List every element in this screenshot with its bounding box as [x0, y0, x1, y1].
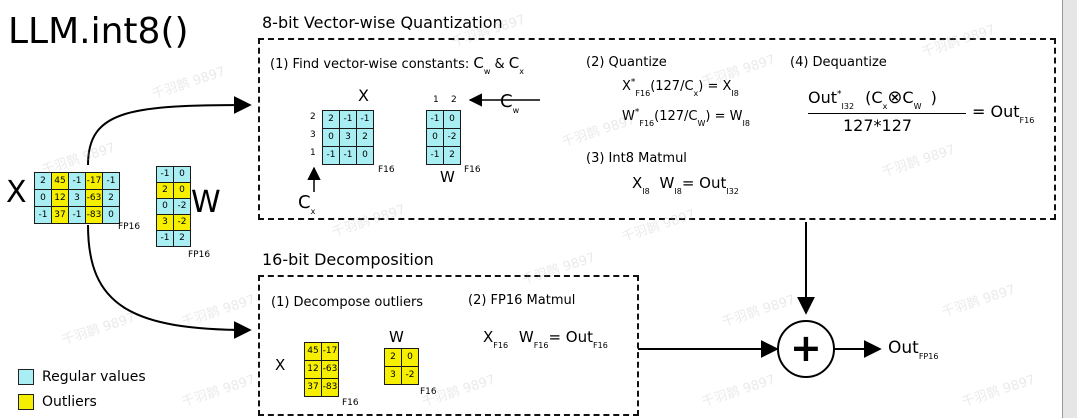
vw-x-cell: 2	[322, 110, 340, 129]
page-title: LLM.int8()	[8, 11, 189, 52]
input-w-cell: -2	[173, 198, 191, 215]
vw-cw-label: Cw	[500, 91, 520, 115]
vw-step4-label: (4) Dequantize	[790, 55, 887, 70]
decomp-x-cell: 37	[304, 378, 322, 397]
arrow-to-decomposition	[87, 224, 252, 339]
vectorwise-title: 8-bit Vector-wise Quantization	[262, 13, 503, 32]
otimes-icon: ⊗	[887, 87, 903, 108]
decomp-x-cell: 12	[304, 360, 322, 379]
input-x-cell: 2	[102, 189, 120, 207]
input-x-cell: 12	[51, 189, 69, 207]
input-w-cell: -1	[156, 230, 174, 247]
input-x-cell: -17	[85, 172, 103, 190]
input-x-cell: -1	[34, 206, 52, 224]
vectorwise-box	[258, 38, 1056, 220]
input-w-cell: -1	[156, 166, 174, 183]
fp16-matmul-eq: XF16 WF16= OutF16	[483, 328, 608, 350]
dequant-numerator: Out*I32 (Cx⊗CW )	[808, 87, 937, 111]
vw-w-cell: -2	[443, 128, 461, 147]
vw-w-cell: -1	[426, 146, 444, 165]
decomposition-box	[258, 275, 639, 416]
vw-step2-label: (2) Quantize	[586, 55, 667, 70]
vw-x-row-num-1: 3	[310, 130, 316, 140]
vw-x-cell: 0	[356, 146, 374, 165]
vw-w-cell: 0	[443, 110, 461, 129]
vw-cx-label: Cx	[298, 192, 316, 216]
legend-outlier-label: Outliers	[42, 394, 97, 410]
vw-step1-label: (1) Find vector-wise constants: Cw & Cx	[270, 54, 525, 76]
sum-circle	[777, 320, 835, 378]
vw-x-cell: 0	[322, 128, 340, 147]
int8-matmul-eq: XI8 WI8= OutI32	[632, 174, 739, 196]
input-x-cell: -83	[85, 206, 103, 224]
sum-output: OutFP16	[888, 338, 939, 361]
dequant-fraction-line	[808, 113, 966, 114]
decomp-x-label: X	[275, 356, 286, 374]
vw-w-col-num-1: 2	[451, 95, 457, 105]
input-w-cell: -2	[173, 214, 191, 231]
input-w-cell: 0	[173, 182, 191, 199]
vw-x-label: X	[358, 86, 369, 105]
legend-regular-swatch	[18, 369, 34, 385]
vw-w-cell: 0	[426, 128, 444, 147]
vw-x-row-num-0: 2	[310, 112, 316, 122]
quantize-eq-x: X*F16(127/Cx) = XI8	[622, 77, 739, 98]
input-x-cell: 3	[68, 189, 86, 207]
decomp-w-label: W	[389, 328, 404, 346]
input-w-label: W	[191, 185, 221, 220]
vw-step3-label: (3) Int8 Matmul	[586, 151, 687, 166]
input-x-cell: -1	[102, 172, 120, 190]
input-x-cell: 0	[102, 206, 120, 224]
vw-w-cell: 2	[443, 146, 461, 165]
decomp-w-cell: 2	[384, 348, 402, 367]
input-x-cell: 37	[51, 206, 69, 224]
decomposition-title: 16-bit Decomposition	[262, 250, 434, 269]
input-x-cell: -1	[68, 172, 86, 190]
legend-regular-label: Regular values	[42, 369, 146, 385]
vw-x-cell: 3	[339, 128, 357, 147]
vw-x-cell: -1	[339, 110, 357, 129]
arrow-to-vectorwise	[87, 96, 252, 166]
quantize-eq-w: W*F16(127/CW) = WI8	[622, 107, 750, 128]
vw-x-cell: -1	[322, 146, 340, 165]
input-w-type: FP16	[188, 250, 211, 260]
input-x-type: FP16	[118, 222, 141, 232]
vw-x-cell: 2	[356, 128, 374, 147]
decomp-x-cell: -17	[321, 342, 339, 361]
input-x-label: X	[6, 175, 27, 210]
vw-w-type: F16	[464, 165, 481, 175]
vw-w-col-num-0: 1	[433, 95, 439, 105]
input-x-cell: -1	[68, 206, 86, 224]
decomp-x-cell: -63	[321, 360, 339, 379]
input-w-cell: 0	[173, 166, 191, 183]
input-w-cell: 3	[156, 214, 174, 231]
input-x-cell: -63	[85, 189, 103, 207]
dequant-result: = OutF16	[972, 102, 1035, 125]
input-w-cell: 2	[173, 230, 191, 247]
input-w-cell: 0	[156, 198, 174, 215]
input-x-cell: 0	[34, 189, 52, 207]
sum-plus-icon: +	[790, 326, 822, 370]
decomp-x-type: F16	[342, 398, 359, 408]
vw-w-cell: -1	[426, 110, 444, 129]
decomp-step1-label: (1) Decompose outliers	[271, 295, 424, 310]
decomp-x-cell: -83	[321, 378, 339, 397]
vw-w-label: W	[440, 168, 455, 186]
decomp-w-cell: 3	[384, 366, 402, 385]
window-frame	[1062, 0, 1077, 418]
vw-x-type: F16	[378, 165, 395, 175]
decomp-w-cell: -2	[401, 366, 419, 385]
decomp-x-cell: 45	[304, 342, 322, 361]
vw-x-cell: -1	[339, 146, 357, 165]
decomp-w-type: F16	[420, 387, 437, 397]
legend-outlier-swatch	[18, 394, 34, 410]
decomp-w-cell: 0	[401, 348, 419, 367]
input-w-cell: 2	[156, 182, 174, 199]
dequant-denominator: 127*127	[843, 116, 913, 135]
vw-x-cell: -1	[356, 110, 374, 129]
vw-x-row-num-2: 1	[310, 148, 316, 158]
decomp-step2-label: (2) FP16 Matmul	[468, 293, 576, 308]
